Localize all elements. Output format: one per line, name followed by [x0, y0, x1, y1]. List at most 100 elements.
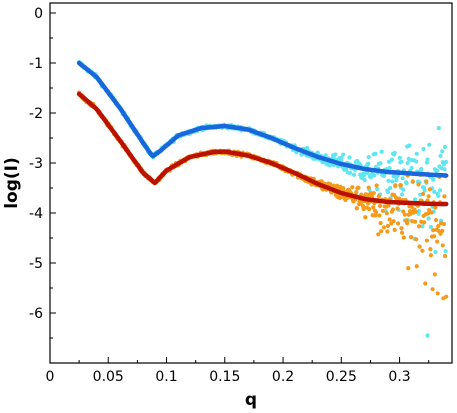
- data-point: [428, 253, 434, 258]
- points-layer: [77, 59, 449, 338]
- data-point: [442, 194, 447, 199]
- y-tick-label: -2: [29, 106, 43, 122]
- data-point: [385, 229, 390, 234]
- data-point: [366, 185, 371, 190]
- data-point: [433, 249, 438, 255]
- data-point: [427, 142, 432, 147]
- data-point: [334, 183, 340, 188]
- data-point: [416, 182, 421, 187]
- data-point: [351, 172, 357, 177]
- data-point: [374, 183, 379, 188]
- data-point: [416, 224, 422, 229]
- data-point: [364, 170, 370, 175]
- data-point: [376, 232, 381, 237]
- data-point: [341, 152, 346, 157]
- x-tick-label: 0.15: [209, 369, 240, 385]
- y-tick-label: -4: [29, 206, 43, 222]
- x-tick-label: 0: [46, 369, 55, 385]
- data-point: [441, 221, 447, 227]
- data-point: [402, 212, 407, 217]
- data-point: [414, 264, 419, 269]
- data-point: [430, 287, 435, 292]
- data-point: [389, 157, 394, 162]
- y-axis-title: log(I): [2, 157, 22, 209]
- fit-line-fit-upper: [76, 60, 449, 178]
- data-point: [424, 238, 430, 243]
- data-point: [356, 185, 361, 190]
- data-point: [422, 220, 427, 225]
- data-point: [414, 159, 419, 164]
- data-point: [429, 210, 434, 215]
- data-point: [406, 266, 411, 271]
- data-point: [432, 234, 437, 239]
- data-point: [440, 149, 445, 154]
- data-point: [440, 228, 445, 233]
- data-point: [431, 228, 436, 233]
- x-tick-label: 0.3: [388, 369, 410, 385]
- data-point: [414, 237, 419, 242]
- data-point: [442, 144, 448, 150]
- data-point: [354, 189, 359, 195]
- data-point: [394, 178, 399, 183]
- data-point: [390, 207, 396, 212]
- data-point: [422, 188, 427, 193]
- data-point: [426, 216, 431, 221]
- data-point: [385, 223, 391, 229]
- data-point: [414, 151, 419, 156]
- data-point: [425, 211, 431, 216]
- data-point: [392, 227, 397, 232]
- data-point: [393, 183, 398, 188]
- data-point: [444, 159, 449, 165]
- data-point: [388, 185, 393, 191]
- data-point: [339, 155, 344, 160]
- data-point: [363, 215, 368, 220]
- data-point: [432, 189, 437, 194]
- data-point: [405, 160, 410, 165]
- data-point: [395, 206, 400, 211]
- data-point: [399, 226, 404, 231]
- data-point: [420, 224, 425, 229]
- data-point: [428, 247, 433, 252]
- y-tick-label: 0: [34, 6, 43, 22]
- data-point: [401, 209, 406, 214]
- data-point: [436, 193, 441, 198]
- data-point: [315, 150, 320, 155]
- data-point: [341, 186, 346, 191]
- data-point: [435, 239, 440, 244]
- data-point: [328, 182, 333, 187]
- y-tick-label: -1: [29, 56, 43, 72]
- data-point: [420, 248, 425, 253]
- data-point: [442, 253, 448, 259]
- data-point: [436, 126, 441, 131]
- data-point: [378, 220, 383, 226]
- x-tick-label: 0.2: [272, 369, 294, 385]
- data-point: [372, 173, 377, 178]
- data-point: [421, 146, 426, 152]
- x-tick-label: 0.1: [155, 369, 177, 385]
- data-point: [396, 221, 401, 226]
- data-point: [423, 281, 428, 286]
- data-point: [373, 213, 378, 218]
- data-point: [399, 159, 404, 164]
- data-point: [304, 145, 310, 151]
- data-point: [435, 168, 440, 174]
- lines-layer: [76, 60, 449, 207]
- data-point: [397, 196, 402, 201]
- data-point: [412, 197, 418, 202]
- data-point-outlier: [425, 333, 430, 338]
- data-point: [376, 194, 381, 199]
- data-point: [373, 151, 378, 156]
- x-axis-title: q: [245, 390, 257, 410]
- data-point: [438, 153, 443, 159]
- data-point: [443, 249, 448, 254]
- data-point: [384, 211, 389, 216]
- x-tick-label: 0.05: [93, 369, 124, 385]
- data-point: [371, 205, 376, 210]
- data-point: [333, 152, 338, 157]
- data-point: [379, 229, 384, 234]
- labels-layer: 0 0.05 0.1 0.15 0.2 0.25 0.3 0 -1 -2 -3 -4 -5 -6: [29, 6, 411, 385]
- data-point: [412, 219, 418, 224]
- data-point: [390, 179, 395, 184]
- data-point: [366, 161, 371, 166]
